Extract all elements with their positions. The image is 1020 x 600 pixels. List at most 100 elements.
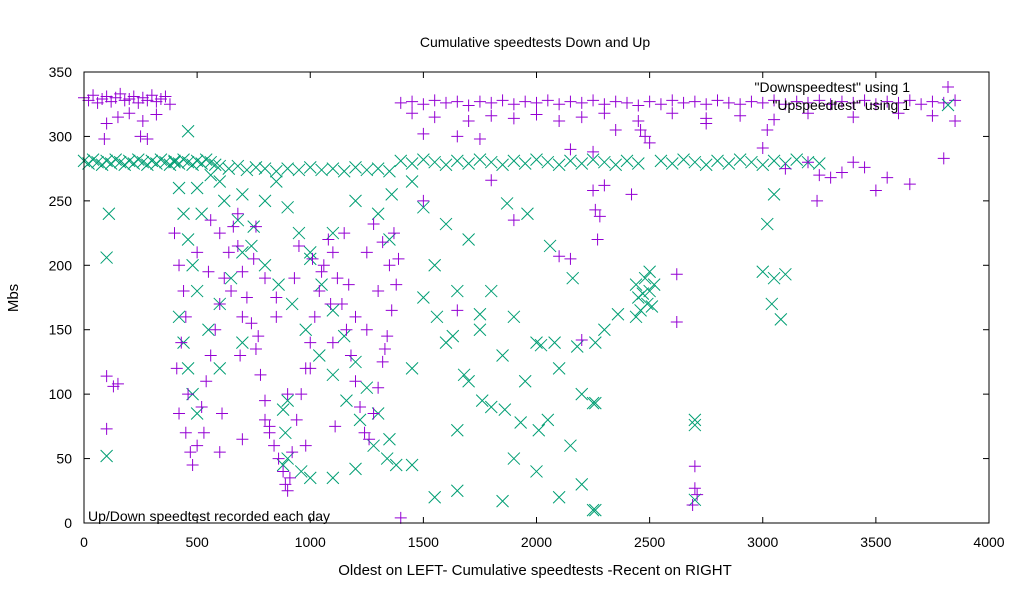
- down-point: [290, 413, 303, 426]
- down-point: [779, 98, 792, 111]
- up-point: [236, 188, 249, 201]
- up-point: [190, 284, 204, 298]
- up-point: [745, 155, 758, 169]
- down-point: [283, 471, 296, 484]
- up-point: [285, 297, 299, 311]
- down-point: [593, 210, 606, 223]
- down-point: [813, 169, 826, 182]
- down-point: [236, 310, 249, 323]
- down-point: [236, 433, 249, 446]
- down-point: [926, 109, 939, 122]
- down-point: [639, 130, 652, 143]
- down-point: [869, 184, 882, 197]
- y-axis: 0 50 100 150 200 250 300 350: [49, 64, 989, 531]
- down-point: [360, 246, 373, 259]
- up-point: [534, 338, 548, 352]
- down-point: [259, 394, 271, 407]
- up-point: [326, 304, 340, 317]
- down-point: [317, 259, 330, 272]
- up-point: [588, 503, 602, 517]
- up-point: [507, 310, 521, 324]
- up-point: [588, 336, 602, 349]
- up-point: [688, 413, 702, 427]
- up-point: [586, 503, 600, 517]
- down-point: [286, 446, 299, 459]
- up-point: [181, 362, 195, 375]
- up-point: [450, 484, 464, 498]
- down-point: [324, 297, 337, 310]
- up-point: [236, 246, 249, 259]
- up-point: [570, 340, 584, 353]
- down-point: [745, 95, 758, 108]
- up-point: [428, 258, 442, 272]
- down-point: [609, 95, 622, 108]
- down-point: [858, 94, 871, 107]
- down-point: [625, 188, 638, 201]
- up-point: [371, 162, 385, 175]
- down-point: [541, 94, 554, 107]
- up-point: [360, 381, 374, 395]
- down-point: [587, 94, 600, 107]
- up-point: [638, 271, 652, 285]
- legend-cross-mark: [941, 98, 955, 112]
- up-point: [222, 162, 236, 175]
- down-point: [200, 375, 213, 388]
- down-point: [892, 107, 905, 120]
- down-point: [259, 272, 271, 285]
- up-point: [484, 155, 498, 169]
- up-point: [767, 154, 781, 168]
- down-point: [564, 95, 577, 108]
- down-point: [711, 94, 724, 107]
- down-point: [507, 112, 520, 125]
- up-point: [186, 258, 199, 272]
- down-point: [354, 401, 367, 414]
- legend: "Downspeedtest" using 1 "Upspeedtest" us…: [755, 79, 955, 113]
- down-point: [170, 362, 183, 375]
- down-point: [394, 96, 407, 109]
- down-point: [342, 278, 355, 291]
- x-tick-label: 3000: [747, 534, 778, 550]
- down-point: [213, 297, 226, 310]
- up-point: [172, 181, 186, 195]
- up-point: [760, 217, 774, 231]
- down-point: [700, 117, 713, 130]
- up-point: [380, 452, 394, 465]
- down-point: [598, 107, 611, 120]
- up-point: [281, 200, 294, 214]
- up-point: [258, 194, 272, 208]
- down-point: [440, 96, 452, 109]
- down-point: [177, 285, 190, 298]
- up-point: [496, 494, 509, 508]
- down-point: [150, 108, 163, 121]
- up-point: [518, 374, 532, 388]
- down-point: [632, 99, 645, 112]
- down-point: [417, 127, 430, 140]
- up-point: [767, 271, 781, 285]
- up-point: [688, 418, 702, 432]
- up-point: [575, 477, 589, 491]
- up-point: [100, 251, 113, 264]
- down-point: [589, 203, 602, 216]
- up-point: [496, 158, 509, 172]
- up-point: [154, 153, 168, 166]
- up-point: [172, 310, 186, 324]
- down-point: [417, 98, 430, 111]
- down-point: [949, 114, 962, 127]
- down-point: [322, 233, 335, 246]
- up-point: [360, 163, 374, 177]
- up-point: [484, 284, 498, 298]
- x-tick-label: 1000: [295, 534, 326, 550]
- down-point: [252, 330, 265, 343]
- down-point: [308, 310, 321, 323]
- up-point: [383, 164, 396, 178]
- down-point: [118, 94, 131, 107]
- up-point: [518, 157, 532, 170]
- x-axis-title: Oldest on LEFT- Cumulative speedtests -R…: [338, 562, 732, 579]
- up-point: [326, 471, 340, 485]
- up-point: [315, 278, 328, 291]
- down-point: [734, 109, 747, 122]
- y-tick-label: 350: [49, 64, 73, 80]
- up-point: [428, 490, 442, 504]
- up-point: [217, 194, 231, 208]
- up-point: [292, 163, 306, 177]
